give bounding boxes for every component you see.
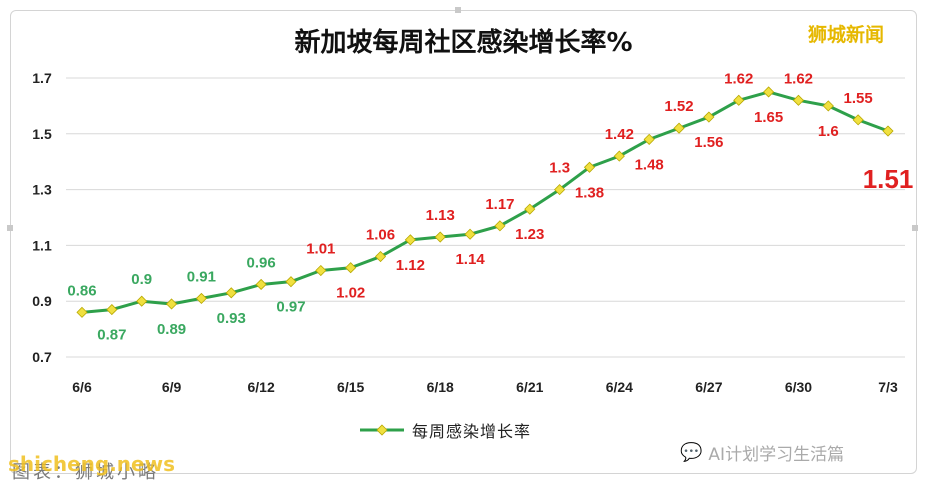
data-point — [763, 86, 775, 98]
data-label: 0.93 — [217, 310, 246, 327]
data-label: 1.55 — [844, 90, 873, 107]
x-tick-label: 6/18 — [427, 379, 454, 395]
data-label: 1.02 — [336, 285, 365, 302]
data-label: 0.87 — [97, 327, 126, 344]
data-label: 0.96 — [247, 254, 276, 271]
data-label: 0.89 — [157, 321, 186, 338]
watermark-text: AI计划学习生活篇 — [708, 445, 845, 465]
data-point — [315, 264, 327, 277]
y-tick-label: 1.5 — [32, 126, 52, 142]
data-point — [464, 228, 476, 240]
series-line-path — [81, 90, 889, 314]
data-point — [195, 292, 207, 304]
series-line — [81, 90, 889, 314]
data-label: 1.12 — [396, 257, 425, 274]
resize-handle-left[interactable] — [7, 225, 13, 231]
y-axis-ticks: 0.7 0.9 1.1 1.3 1.5 1.7 — [32, 70, 52, 365]
data-label: 1.48 — [635, 156, 664, 173]
chart-frame — [10, 10, 917, 474]
x-tick-label: 6/6 — [72, 379, 92, 395]
data-label: 1.52 — [664, 98, 693, 115]
data-label: 1.6 — [818, 123, 839, 140]
brand-label: 狮城新闻 — [808, 24, 885, 46]
data-point — [613, 150, 625, 162]
data-point — [822, 100, 834, 112]
data-label: 1.23 — [515, 226, 544, 243]
data-point — [285, 276, 297, 288]
x-tick-label: 6/12 — [247, 379, 274, 395]
x-axis-ticks: 6/6 6/9 6/12 6/15 6/18 6/21 6/24 6/27 6/30 7/3 — [72, 379, 898, 395]
data-label: 1.38 — [575, 184, 604, 201]
data-point — [165, 298, 178, 310]
data-point — [852, 114, 864, 126]
x-tick-label: 7/3 — [878, 379, 898, 395]
data-label: 1.62 — [724, 70, 753, 87]
data-point — [106, 304, 118, 316]
data-point — [792, 94, 805, 106]
chart-title: 新加坡每周社区感染增长率% — [294, 28, 633, 58]
data-label: 0.91 — [187, 268, 216, 285]
data-labels: 0.86 0.87 0.9 0.89 0.91 0.93 0.96 0.97 1.01 1.02 1… — [67, 70, 913, 343]
data-point — [494, 220, 506, 232]
data-label: 1.62 — [784, 70, 813, 87]
data-point — [434, 231, 446, 243]
x-tick-label: 6/30 — [785, 379, 812, 395]
resize-handle-right[interactable] — [912, 225, 918, 231]
data-point — [583, 161, 596, 173]
gridlines — [66, 77, 905, 358]
data-point — [524, 203, 536, 215]
data-label: 1.13 — [426, 207, 455, 224]
legend: 每周感染增长率 — [360, 418, 531, 442]
y-tick-label: 0.7 — [32, 349, 52, 365]
y-tick-label: 1.7 — [32, 70, 52, 86]
data-point — [136, 295, 148, 307]
legend-series-label: 每周感染增长率 — [412, 422, 532, 441]
data-point — [733, 94, 745, 106]
data-point — [345, 262, 357, 274]
data-point — [225, 287, 237, 299]
data-label: 1.65 — [754, 109, 783, 126]
source-caption: 图表：狮城小略 — [12, 462, 159, 483]
x-tick-label: 6/21 — [516, 379, 543, 395]
data-label: 0.97 — [276, 299, 305, 316]
y-tick-label: 0.9 — [32, 293, 52, 309]
source-site-overlay: shicheng.news — [8, 452, 175, 476]
data-label: 1.06 — [366, 227, 395, 244]
data-point — [882, 125, 894, 137]
data-label: 1.42 — [605, 126, 634, 143]
data-label: 1.3 — [549, 160, 570, 177]
watermark: 💬 AI计划学习生活篇 — [680, 440, 844, 465]
resize-handle-top[interactable] — [455, 7, 461, 13]
data-label: 1.17 — [485, 196, 514, 213]
x-tick-label: 6/9 — [162, 379, 182, 395]
y-tick-label: 1.1 — [32, 237, 52, 253]
data-point — [643, 133, 655, 145]
data-point — [554, 184, 566, 196]
data-label: 0.86 — [67, 282, 96, 299]
data-point — [404, 234, 416, 246]
data-label: 1.51 — [863, 164, 914, 194]
data-point — [374, 250, 387, 263]
series-points — [76, 86, 894, 318]
data-label: 0.9 — [131, 271, 152, 288]
data-label: 1.56 — [694, 134, 723, 151]
data-point — [673, 122, 685, 134]
chat-bubble-icon: 💬 — [680, 442, 703, 463]
x-tick-label: 6/15 — [337, 379, 364, 395]
y-tick-label: 1.3 — [32, 182, 52, 198]
data-point — [255, 278, 267, 291]
data-point — [76, 306, 88, 318]
data-label: 1.01 — [306, 241, 335, 258]
data-point — [703, 111, 715, 123]
x-tick-label: 6/24 — [606, 379, 633, 395]
legend-line-icon — [360, 424, 404, 436]
x-tick-label: 6/27 — [695, 379, 722, 395]
data-label: 1.14 — [455, 251, 485, 268]
